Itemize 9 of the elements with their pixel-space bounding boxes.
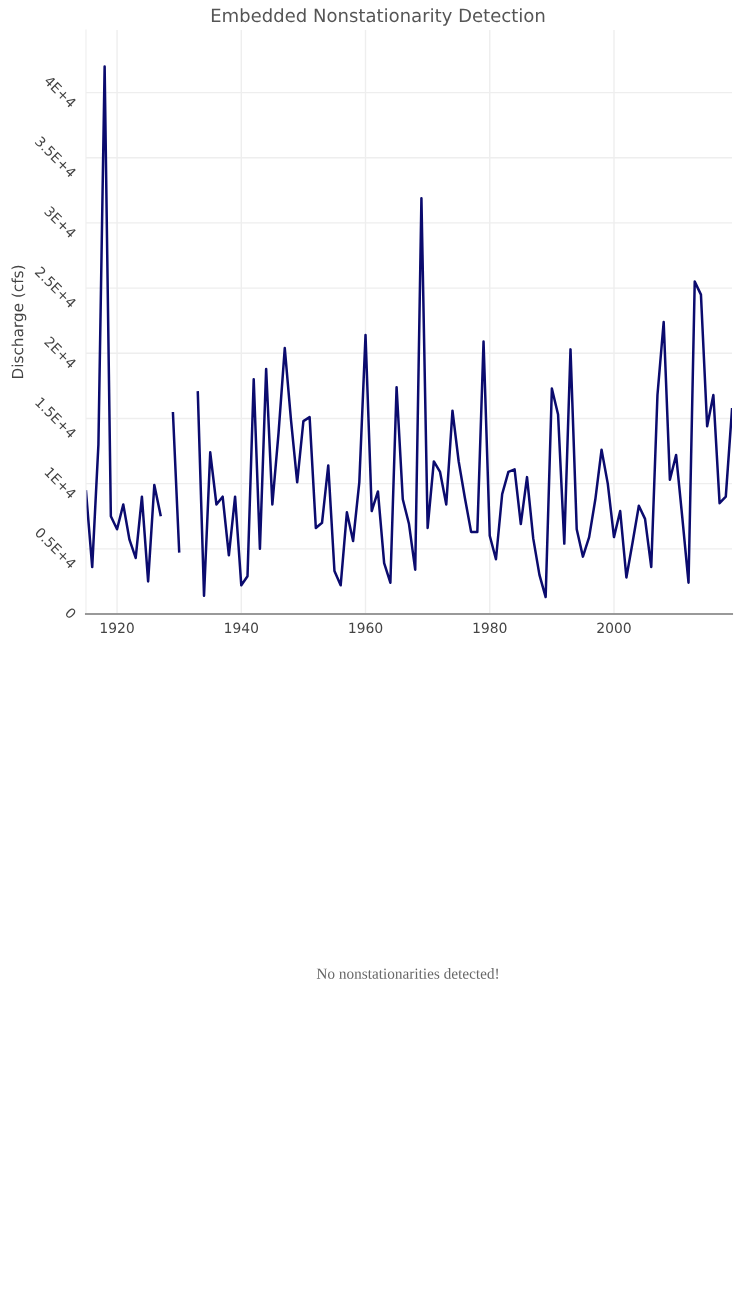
x-tick-label: 2000 [597, 622, 631, 634]
x-tick-label: 1960 [349, 622, 383, 634]
x-tick-label: 1980 [473, 622, 507, 634]
x-tick-label: 1920 [100, 622, 134, 634]
chart-title: Embedded Nonstationarity Detection [211, 8, 545, 26]
y-axis-title: Discharge (cfs) [11, 265, 27, 379]
y-tick-label: 0 [64, 606, 77, 620]
x-tick-label: 1940 [225, 622, 259, 634]
text: No nonstationarities detected! [316, 968, 498, 979]
